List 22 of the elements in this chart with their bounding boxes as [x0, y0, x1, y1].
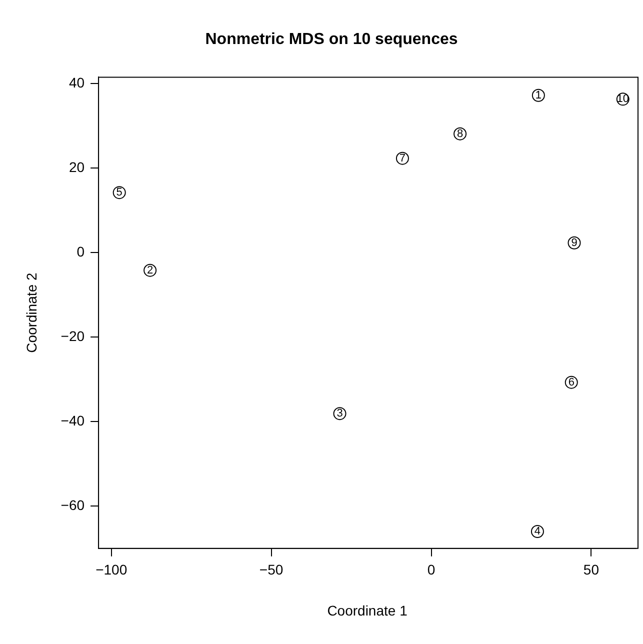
annotation: 1	[535, 89, 542, 102]
x-tick-label: −100	[96, 562, 128, 578]
x-tick-label: −50	[259, 562, 284, 578]
annotation: 2	[146, 264, 154, 276]
y-tick-label: −40	[60, 412, 85, 428]
chart-title: Nonmetric MDS on 10 sequences	[205, 31, 458, 48]
annotation: 8	[456, 128, 464, 140]
annotation: 5	[116, 186, 122, 199]
y-tick-label: −20	[60, 328, 85, 344]
y-tick-label: 20	[68, 158, 85, 175]
y-tick-label: −60	[60, 497, 85, 513]
annotation: 3	[336, 408, 343, 420]
x-axis-title: Coordinate 1	[327, 602, 408, 618]
y-tick-label: 40	[68, 74, 85, 90]
annotation: 4	[534, 526, 541, 538]
x-tick-label: 50	[583, 562, 600, 578]
y-tick-label: 0	[76, 243, 85, 260]
annotation: 7	[399, 152, 406, 164]
x-tick-label: 0	[427, 562, 436, 578]
annotation: 9	[571, 236, 578, 249]
y-axis-title: Coordinate 2	[23, 272, 40, 353]
annotation: 6	[568, 376, 574, 388]
